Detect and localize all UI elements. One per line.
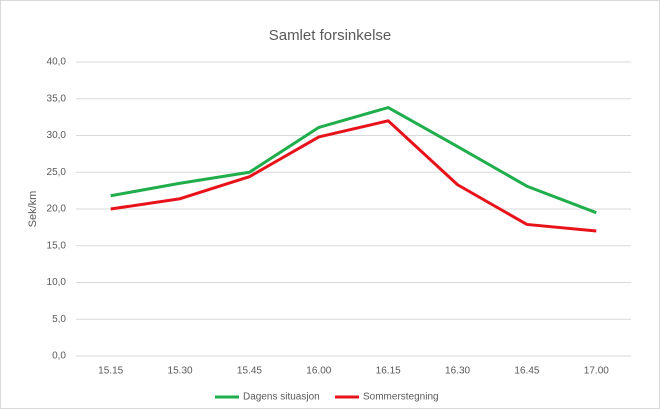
y-tick-label: 30,0 xyxy=(47,130,67,141)
x-tick-label: 15.45 xyxy=(237,366,262,377)
y-tick-label: 20,0 xyxy=(47,204,67,215)
series-line xyxy=(110,119,597,233)
x-tick-label: 15.15 xyxy=(98,366,123,377)
legend-label: Sommerstegning xyxy=(363,392,439,403)
x-tick-label: 16.30 xyxy=(445,366,470,377)
x-tick-label: 16.45 xyxy=(514,366,539,377)
y-tick-label: 5,0 xyxy=(52,314,66,325)
series-line xyxy=(110,106,597,215)
x-tick-label: 17.00 xyxy=(584,366,609,377)
y-tick-label: 0,0 xyxy=(52,351,66,362)
legend-label: Dagens situasjon xyxy=(243,392,320,403)
x-tick-label: 15.30 xyxy=(168,366,193,377)
x-tick-label: 16.00 xyxy=(306,366,331,377)
y-axis-label: Sek/km xyxy=(27,191,39,228)
x-tick-label: 16.15 xyxy=(376,366,401,377)
y-tick-label: 35,0 xyxy=(47,93,67,104)
y-tick-label: 15,0 xyxy=(47,240,67,251)
y-tick-label: 10,0 xyxy=(47,277,67,288)
chart-title: Samlet forsinkelse xyxy=(269,27,392,44)
y-tick-label: 25,0 xyxy=(47,167,67,178)
y-tick-label: 40,0 xyxy=(47,57,67,68)
